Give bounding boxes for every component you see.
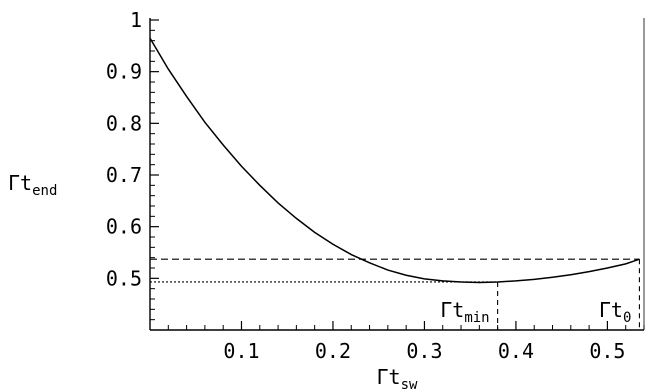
min-annotation-label: Γtmin bbox=[440, 298, 489, 326]
y-axis-label: Γtend bbox=[8, 171, 57, 199]
y-tick-label: 0.6 bbox=[106, 215, 142, 239]
plot-frame bbox=[149, 18, 645, 331]
y-tick-label: 1 bbox=[130, 8, 142, 32]
y-tick-label: 0.8 bbox=[106, 111, 142, 135]
x-tick-label: 0.3 bbox=[406, 339, 442, 363]
y-tick-label: 0.7 bbox=[106, 163, 142, 187]
x-axis-label: Γtsw bbox=[377, 365, 419, 391]
data-curve bbox=[149, 37, 640, 284]
y-tick-label: 0.9 bbox=[106, 60, 142, 84]
x-tick-label: 0.1 bbox=[223, 339, 259, 363]
x-tick-label: 0.2 bbox=[315, 339, 351, 363]
guide-lines bbox=[150, 258, 640, 330]
x-tick-label: 0.5 bbox=[589, 339, 625, 363]
t0-annotation-label: Γt0 bbox=[599, 298, 632, 326]
y-tick-label: 0.5 bbox=[106, 266, 142, 290]
labels: Γtsw Γtend Γtmin Γt0 bbox=[8, 171, 631, 391]
ticks: 0.5 0.6 0.7 0.8 0.9 1 0.1 0.2 0.3 0.4 0.5 bbox=[106, 8, 645, 363]
x-tick-label: 0.4 bbox=[498, 339, 534, 363]
